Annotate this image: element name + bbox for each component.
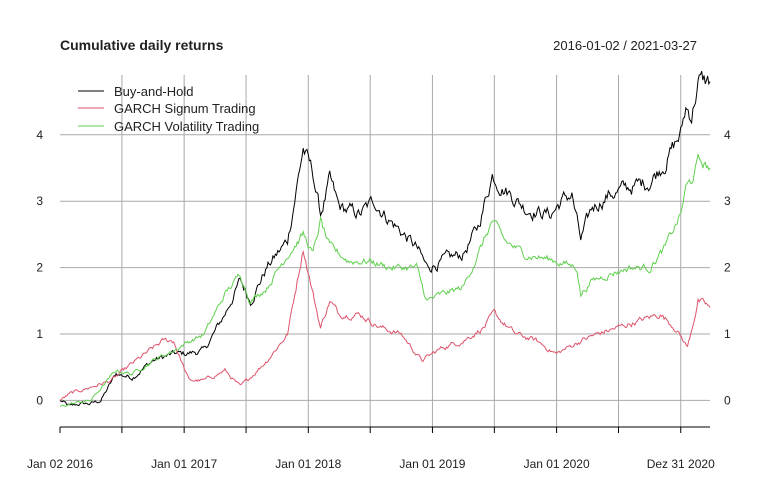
series-garch-volatility xyxy=(59,153,711,407)
legend: Buy-and-Hold GARCH Signum Trading GARCH … xyxy=(78,84,259,134)
x-tick-label: Jan 02 2016 xyxy=(27,457,93,471)
y-tick-label-right: 4 xyxy=(724,128,731,142)
legend-label-garch-signum: GARCH Signum Trading xyxy=(114,101,256,116)
axes: 0 0 1 1 2 2 3 3 4 4 Jan 02 2016 Jan 01 2017 Jan 01 2… xyxy=(27,128,731,471)
x-tick-label: Jan 01 2019 xyxy=(399,457,465,471)
series-group xyxy=(59,71,711,407)
chart-title: Cumulative daily returns xyxy=(60,37,224,53)
series-garch-signum xyxy=(59,250,711,401)
y-tick-label-right: 0 xyxy=(724,393,731,407)
x-tick-label: Jan 01 2017 xyxy=(151,457,217,471)
y-tick-label-left: 4 xyxy=(36,128,43,142)
y-tick-label-left: 3 xyxy=(36,194,43,208)
y-tick-label-left: 2 xyxy=(36,261,43,275)
legend-label-garch-volatility: GARCH Volatility Trading xyxy=(114,119,259,134)
x-tick-label: Jan 01 2018 xyxy=(275,457,341,471)
y-tick-label-left: 0 xyxy=(36,393,43,407)
x-tick-label: Dez 31 2020 xyxy=(647,457,715,471)
y-tick-label-left: 1 xyxy=(36,327,43,341)
y-tick-label-right: 3 xyxy=(724,194,731,208)
y-tick-label-right: 1 xyxy=(724,327,731,341)
x-tick-label: Jan 01 2020 xyxy=(524,457,590,471)
date-range: 2016-01-02 / 2021-03-27 xyxy=(553,38,697,53)
legend-label-buy-and-hold: Buy-and-Hold xyxy=(114,84,194,99)
y-tick-label-right: 2 xyxy=(724,261,731,275)
grid xyxy=(60,75,710,427)
